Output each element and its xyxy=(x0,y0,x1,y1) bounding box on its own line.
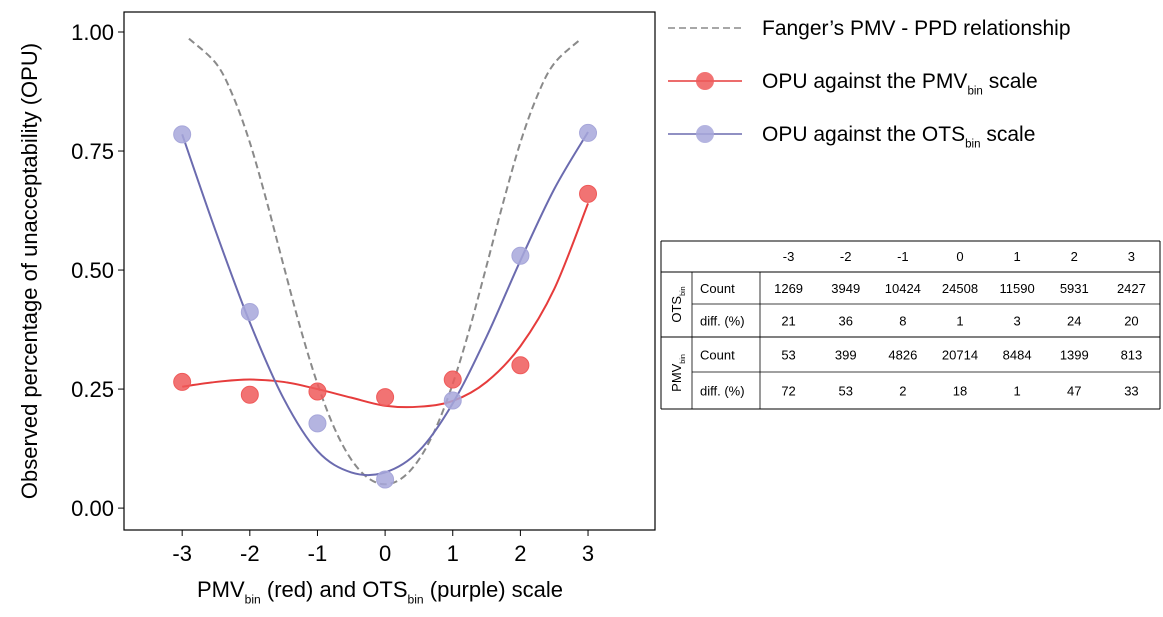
point xyxy=(443,370,462,389)
point xyxy=(240,302,259,321)
table-header: -1 xyxy=(897,249,909,264)
table-cell: 2 xyxy=(899,384,906,399)
text-part: PMV xyxy=(669,363,684,392)
text-part: (red) and OTS xyxy=(261,577,408,602)
y-tick-label: 0.75 xyxy=(71,139,114,164)
text-part: OPU against the PMV xyxy=(762,70,967,93)
x-tick-label: -2 xyxy=(240,541,260,566)
table-cell: 3949 xyxy=(831,281,860,296)
point xyxy=(376,388,395,407)
y-tick-label: 1.00 xyxy=(71,20,114,45)
point xyxy=(173,372,192,391)
table-header: -3 xyxy=(783,249,795,264)
text-part: scale xyxy=(981,123,1036,146)
fit-line xyxy=(181,131,589,477)
table-row-label: diff. (%) xyxy=(700,314,745,329)
point xyxy=(308,382,327,401)
x-axis-label: PMVbin (red) and OTSbin (purple) scale xyxy=(197,577,563,607)
point xyxy=(579,123,598,142)
x-tick-label: 2 xyxy=(514,541,526,566)
x-tick-label: -1 xyxy=(308,541,328,566)
table-cell: 72 xyxy=(781,384,795,399)
table-row-label: Count xyxy=(700,281,735,296)
y-tick-label: 0.25 xyxy=(71,377,114,402)
point xyxy=(511,246,530,265)
fit-line xyxy=(182,203,589,409)
table-header: 1 xyxy=(1014,249,1021,264)
table-cell: 20714 xyxy=(942,348,978,363)
table-cell: 10424 xyxy=(885,281,921,296)
table-cell: 36 xyxy=(838,314,852,329)
table-header: -2 xyxy=(840,249,852,264)
table-cell: 18 xyxy=(953,384,967,399)
legend-marker xyxy=(696,72,714,90)
text-part: OPU against the OTS xyxy=(762,123,965,146)
legend-label: Fanger’s PMV - PPD relationship xyxy=(762,17,1071,40)
table-cell: 8484 xyxy=(1003,348,1032,363)
text-part: Fanger’s PMV - PPD relationship xyxy=(762,17,1071,40)
text-part: scale xyxy=(983,70,1038,93)
table-header: 3 xyxy=(1128,249,1135,264)
table-group-label: OTSbin xyxy=(669,286,687,322)
table-cell: 24508 xyxy=(942,281,978,296)
point xyxy=(579,184,598,203)
table-cell: 33 xyxy=(1124,384,1138,399)
table-cell: 53 xyxy=(781,348,795,363)
text-part: bin xyxy=(679,286,687,296)
y-tick-label: 0.00 xyxy=(71,496,114,521)
table-cell: 813 xyxy=(1121,348,1143,363)
y-axis-label: Observed percentage of unacceptability (… xyxy=(17,43,42,499)
x-tick-label: 0 xyxy=(379,541,391,566)
table-cell: 47 xyxy=(1067,384,1081,399)
table-header: 2 xyxy=(1071,249,1078,264)
table-cell: 11590 xyxy=(1000,281,1035,296)
legend-label: OPU against the PMVbin scale xyxy=(762,70,1038,97)
text-part: (purple) scale xyxy=(424,577,563,602)
x-tick-label: 3 xyxy=(582,541,594,566)
x-tick-label: -3 xyxy=(172,541,192,566)
text-part: bin xyxy=(408,593,424,607)
table-header: 0 xyxy=(956,249,963,264)
table-cell: 8 xyxy=(899,314,906,329)
table-cell: 24 xyxy=(1067,314,1081,329)
x-tick-label: 1 xyxy=(447,541,459,566)
point xyxy=(240,385,259,404)
text-part: PMV xyxy=(197,577,245,602)
table-cell: 1269 xyxy=(774,281,803,296)
y-tick-label: 0.50 xyxy=(71,258,114,283)
point xyxy=(376,470,395,489)
text-part: OTS xyxy=(669,296,684,323)
table-row-label: Count xyxy=(700,348,735,363)
point xyxy=(443,391,462,410)
table-cell: 21 xyxy=(781,314,795,329)
table-cell: 20 xyxy=(1124,314,1138,329)
text-part: bin xyxy=(967,85,982,97)
table-group-label: PMVbin xyxy=(669,354,687,392)
point xyxy=(308,414,327,433)
legend-label: OPU against the OTSbin scale xyxy=(762,123,1035,150)
table-cell: 2427 xyxy=(1117,281,1146,296)
table-row-label: diff. (%) xyxy=(700,384,745,399)
table-cell: 53 xyxy=(838,384,852,399)
table-cell: 3 xyxy=(1014,314,1021,329)
point xyxy=(173,125,192,144)
text-part: bin xyxy=(245,593,261,607)
table-cell: 4826 xyxy=(888,348,917,363)
text-part: bin xyxy=(679,354,687,364)
plot-frame xyxy=(123,11,656,531)
table-cell: 1399 xyxy=(1060,348,1089,363)
table-cell: 1 xyxy=(1014,384,1021,399)
text-part: bin xyxy=(965,138,980,150)
legend-marker xyxy=(696,125,714,143)
table-cell: 399 xyxy=(835,348,857,363)
point xyxy=(511,356,530,375)
table-cell: 5931 xyxy=(1060,281,1089,296)
table-cell: 1 xyxy=(956,314,963,329)
